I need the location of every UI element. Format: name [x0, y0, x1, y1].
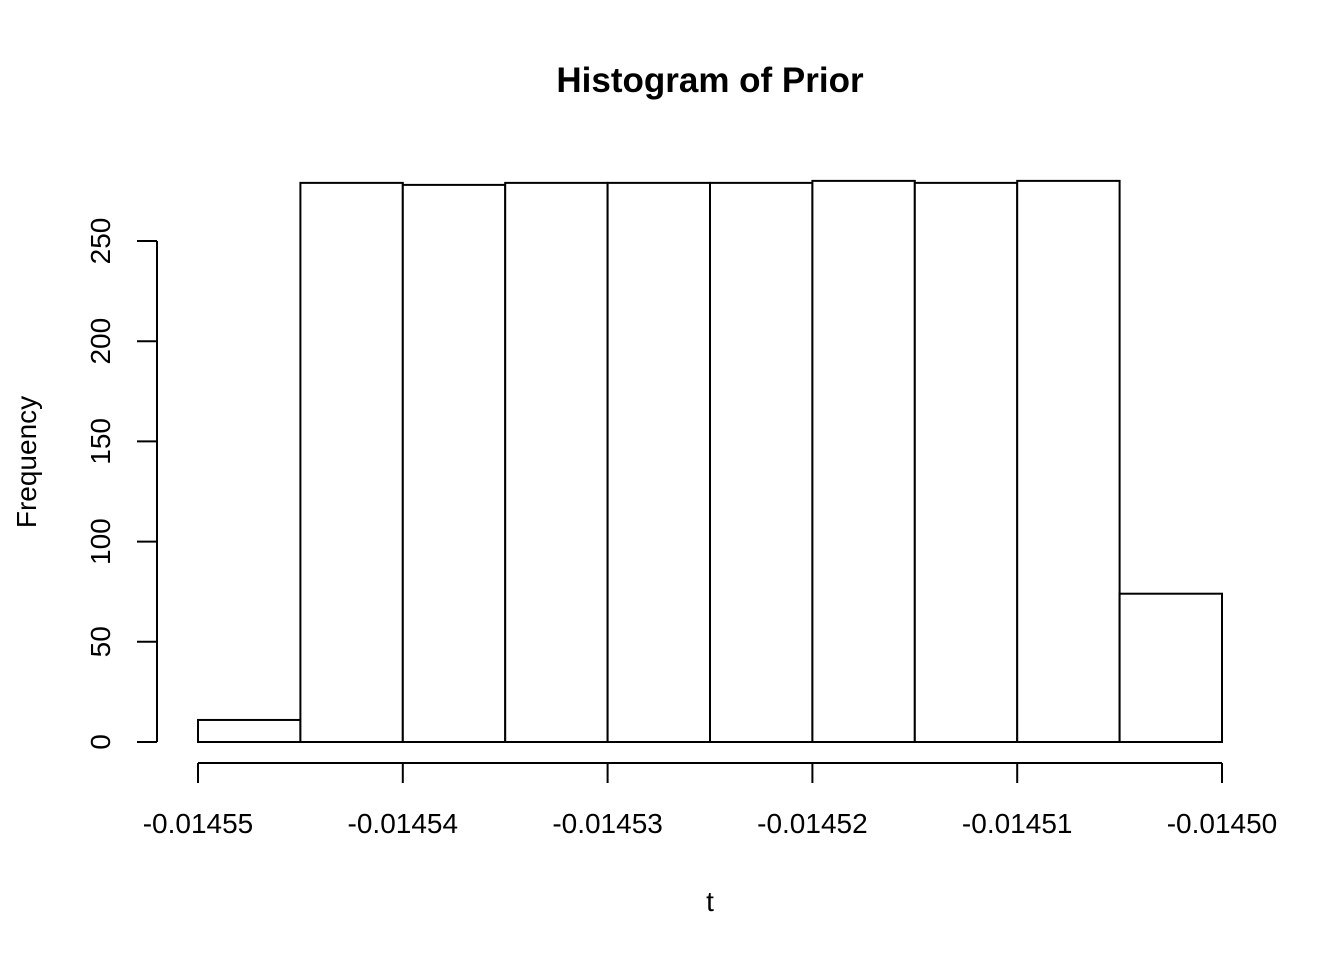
y-tick-label: 100: [85, 518, 116, 565]
bars-group: [197, 179, 1223, 744]
histogram-bar: [1016, 179, 1121, 743]
y-axis-label: Frequency: [11, 396, 42, 528]
x-axis: -0.01455 -0.01454 -0.01453 -0.01452 -0.01451…: [143, 762, 1278, 839]
y-tick-label: 250: [85, 218, 116, 265]
histogram-bar: [197, 718, 302, 743]
histogram-bar: [401, 183, 507, 743]
x-tick-label: -0.01455: [143, 808, 254, 839]
x-tick-label: -0.01454: [348, 808, 459, 839]
y-tick-label: 200: [85, 318, 116, 365]
histogram-bar: [504, 181, 609, 744]
histogram-bar: [709, 181, 814, 744]
x-tick-label: -0.01453: [552, 808, 663, 839]
chart-title: Histogram of Prior: [556, 61, 864, 100]
histogram-bar: [299, 181, 404, 744]
histogram-bar: [811, 179, 916, 743]
histogram-bar: [606, 181, 711, 744]
x-tick-label: -0.01450: [1167, 808, 1278, 839]
x-tick-label: -0.01451: [962, 808, 1073, 839]
y-tick-label: 150: [85, 418, 116, 465]
y-tick-label: 0: [85, 734, 116, 750]
x-tick-label: -0.01452: [757, 808, 868, 839]
y-axis: 0 50 100 150 200 250: [85, 218, 158, 750]
x-axis-label: t: [706, 886, 714, 917]
histogram-bar: [913, 181, 1019, 744]
histogram-bar: [1118, 592, 1223, 743]
y-tick-label: 50: [85, 626, 116, 657]
